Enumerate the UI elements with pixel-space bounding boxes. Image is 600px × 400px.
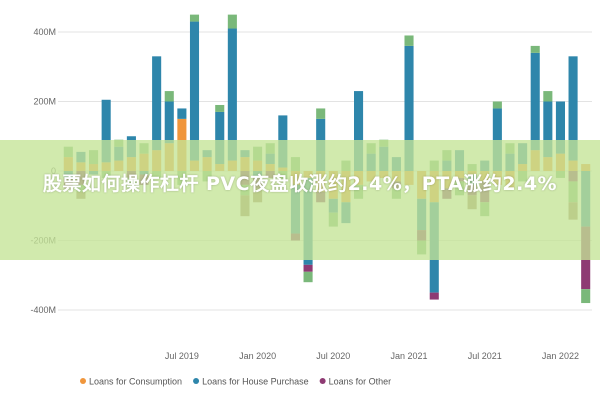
x-tick-label: Jul 2020 — [316, 351, 350, 361]
bar-segment-s1-i12 — [215, 111, 225, 165]
legend-label-1: Loans for House Purchase — [202, 377, 309, 387]
bar-segment-s1-i7 — [152, 56, 162, 151]
legend-marker-0 — [80, 378, 86, 384]
y-tick-label: 400M — [33, 27, 56, 37]
x-tick-label: Jan 2022 — [542, 351, 579, 361]
x-tick-label: Jan 2021 — [391, 351, 428, 361]
bar-segment-s1-i39 — [555, 101, 565, 154]
legend-marker-2 — [319, 378, 326, 384]
bar-segment-s3-i37 — [530, 45, 540, 53]
bar-segment-s3-i34 — [492, 101, 502, 109]
legend: Loans for Consumption Loans for House Pur… — [80, 377, 391, 387]
bar-segment-s3-i27 — [404, 35, 414, 46]
bar-segment-s2-i19 — [303, 264, 313, 272]
bar-segment-s1-i3 — [101, 99, 111, 163]
legend-label-2: Loans for Other — [329, 377, 392, 387]
bar-segment-s1-i13 — [227, 28, 237, 161]
bar-segment-s3-i38 — [543, 91, 553, 102]
bar-segment-s3-i10 — [189, 14, 200, 22]
bar-segment-s3-i19 — [303, 271, 313, 283]
y-tick-label: 200M — [33, 97, 56, 107]
bar-segment-s3-i13 — [227, 14, 237, 29]
bar-segment-s1-i34 — [492, 108, 502, 171]
bar-segment-s1-i38 — [543, 101, 553, 158]
x-tick-label: Jul 2021 — [468, 351, 502, 361]
bar-segment-s3-i8 — [164, 91, 174, 102]
bar-segment-s3-i12 — [215, 104, 225, 112]
bar-segment-s1-i10 — [189, 21, 200, 161]
overlay-banner — [0, 140, 600, 260]
bar-segment-s1-i40 — [568, 56, 578, 161]
bar-segment-s1-i27 — [404, 45, 414, 171]
bar-segment-s1-i8 — [164, 101, 174, 144]
bar-segment-s1-i9 — [177, 108, 187, 119]
x-axis-ticks: Jul 2019 Jan 2020 Jul 2020 Jan 2021 Jul 2021… — [165, 351, 579, 361]
bar-segment-s1-i37 — [530, 52, 540, 151]
bar-segment-s3-i41 — [581, 289, 591, 304]
bar-segment-s1-i23 — [354, 91, 364, 171]
legend-label-0: Loans for Consumption — [89, 377, 182, 387]
legend-marker-1 — [193, 378, 200, 384]
bar-segment-s2-i29 — [429, 292, 439, 300]
x-tick-label: Jan 2020 — [239, 351, 276, 361]
banner-title: 股票如何操作杠杆 PVC夜盘收涨约2.4%，PTA涨约2.4% — [42, 173, 558, 195]
bar-segment-s3-i20 — [316, 108, 326, 119]
y-tick-label: -400M — [30, 305, 56, 315]
x-tick-label: Jul 2019 — [165, 351, 199, 361]
